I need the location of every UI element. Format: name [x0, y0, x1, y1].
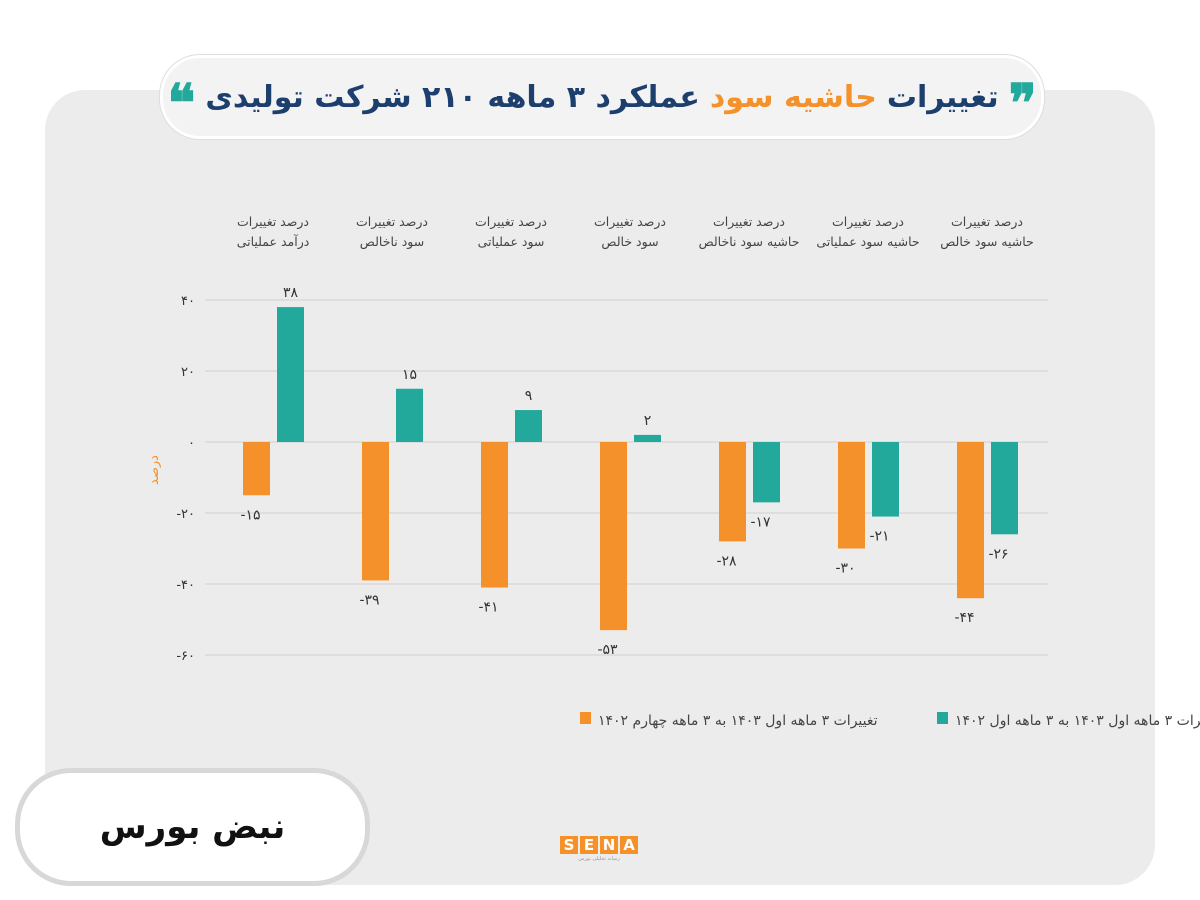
data-label: -۲۶ — [988, 546, 1008, 562]
title-part1: تغییرات — [886, 79, 999, 115]
data-label: -۳۹ — [359, 592, 379, 608]
quote-close-icon: ❝ — [167, 73, 196, 134]
orange-bar — [719, 442, 746, 542]
data-label: ۳۸ — [283, 285, 299, 301]
legend-swatch — [580, 712, 591, 724]
category-label: درصد تغییرات — [237, 214, 309, 230]
teal-bar — [991, 442, 1018, 535]
teal-bar — [515, 410, 542, 442]
y-tick-label: -۴۰ — [176, 578, 195, 593]
category-label: درآمد عملیاتی — [237, 234, 310, 250]
data-label: -۴۱ — [478, 600, 498, 616]
chart-title: ❞ تغییرات حاشیه سود عملکرد ۳ ماهه ۲۱۰ شر… — [160, 55, 1044, 139]
y-tick-label: ۴۰ — [181, 294, 195, 309]
data-label: -۳۰ — [835, 561, 855, 577]
category-label: درصد تغییرات — [951, 214, 1023, 230]
category-label: سود خالص — [601, 234, 658, 250]
y-tick-label: ۲۰ — [181, 365, 195, 380]
quote-open-icon: ❞ — [1008, 73, 1037, 134]
y-tick-label: ۰ — [188, 436, 195, 451]
data-label: -۴۴ — [954, 610, 974, 626]
data-label: -۱۵ — [240, 507, 260, 523]
data-label: -۵۳ — [597, 642, 618, 658]
logo-text: نبض بورس — [99, 807, 286, 847]
legend-label: تغییرات ۳ ماهه اول ۱۴۰۳ به ۳ ماهه چهارم … — [598, 713, 878, 729]
teal-bar — [872, 442, 899, 517]
title-highlight: حاشیه سود — [709, 79, 877, 115]
category-label: سود ناخالص — [360, 234, 424, 250]
category-label: حاشیه سود ناخالص — [699, 234, 800, 250]
category-label: درصد تغییرات — [832, 214, 904, 230]
orange-bar — [838, 442, 865, 549]
orange-bar — [481, 442, 508, 588]
y-tick-label: -۲۰ — [176, 507, 195, 522]
legend-label: تغییرات ۳ ماهه اول ۱۴۰۳ به ۳ ماهه اول ۱۴… — [955, 713, 1200, 729]
category-label: درصد تغییرات — [713, 214, 785, 230]
data-label: -۱۷ — [750, 514, 771, 530]
teal-bar — [277, 307, 304, 442]
category-label: درصد تغییرات — [475, 214, 547, 230]
category-label: درصد تغییرات — [594, 214, 666, 230]
category-label: حاشیه سود خالص — [940, 234, 1034, 250]
teal-bar — [753, 442, 780, 503]
y-axis-label: درصد — [147, 455, 162, 485]
orange-bar — [957, 442, 984, 599]
y-tick-label: -۶۰ — [176, 649, 195, 664]
data-label: -۲۱ — [869, 529, 889, 545]
orange-bar — [243, 442, 270, 496]
category-label: درصد تغییرات — [356, 214, 428, 230]
orange-bar — [600, 442, 627, 631]
legend-swatch — [937, 712, 948, 724]
teal-bar — [396, 388, 423, 442]
data-label: ۹ — [525, 388, 533, 404]
category-label: حاشیه سود عملیاتی — [816, 234, 919, 250]
category-label: سود عملیاتی — [478, 234, 545, 250]
sena-subtitle: رسانه تحلیلی بورس — [578, 856, 620, 862]
data-label: -۲۸ — [716, 553, 737, 569]
data-label: ۱۵ — [402, 367, 417, 383]
logo-badge: نبض بورس — [15, 768, 370, 886]
title-part3: عملکرد ۳ ماهه ۲۱۰ شرکت تولیدی — [205, 79, 700, 115]
teal-bar — [634, 434, 661, 442]
orange-bar — [362, 442, 389, 581]
data-label: ۲ — [644, 413, 652, 429]
